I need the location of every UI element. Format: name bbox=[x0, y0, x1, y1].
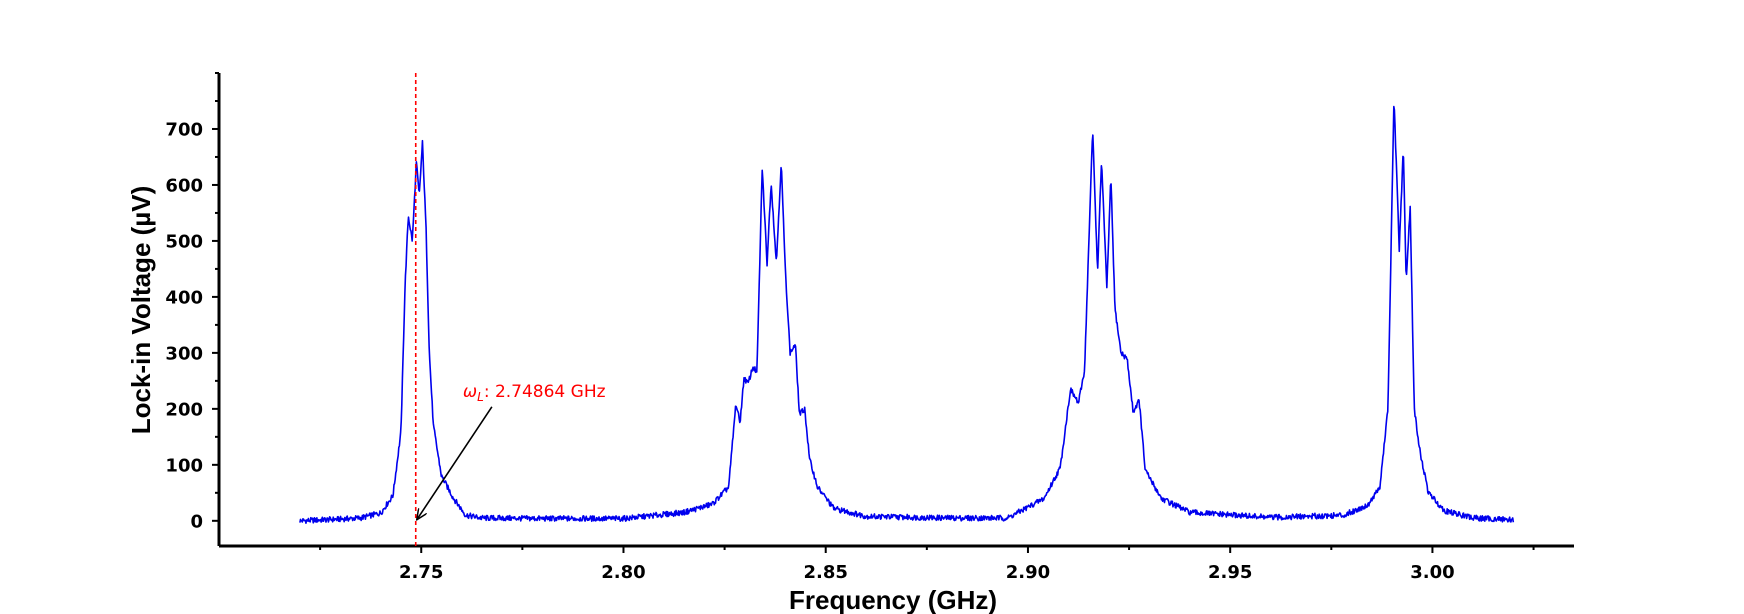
annotation-label: ωL: 2.74864 GHz bbox=[463, 382, 606, 404]
y-tick-label-7: 700 bbox=[165, 119, 203, 140]
x-tick-label-0: 2.75 bbox=[399, 562, 443, 583]
y-tick-label-6: 600 bbox=[165, 175, 203, 196]
y-tick-label-0: 0 bbox=[190, 511, 203, 532]
x-tick-label-3: 2.90 bbox=[1006, 562, 1050, 583]
series-line-0 bbox=[299, 105, 1515, 525]
x-tick-label-4: 2.95 bbox=[1208, 562, 1252, 583]
x-tick-label-5: 3.00 bbox=[1410, 562, 1454, 583]
annotation-symbol: ω bbox=[463, 382, 477, 402]
axes: 2.75 2.80 2.85 2.90 2.95 3.00 0 100 200 300 400 500… bbox=[165, 72, 1574, 583]
y-tick-label-2: 200 bbox=[165, 399, 203, 420]
plot-area bbox=[299, 105, 1515, 525]
annotation-subscript: L bbox=[477, 390, 484, 404]
y-axis-label: Lock-in Voltage (µV) bbox=[126, 186, 156, 435]
annotation-arrow bbox=[417, 406, 493, 520]
annotations: ωL: 2.74864 GHz bbox=[414, 73, 606, 546]
annotation-value: : 2.74864 GHz bbox=[484, 382, 606, 402]
y-tick-label-4: 400 bbox=[165, 287, 203, 308]
y-tick-label-5: 500 bbox=[165, 231, 203, 252]
x-tick-label-2: 2.85 bbox=[804, 562, 848, 583]
y-tick-label-3: 300 bbox=[165, 343, 203, 364]
x-tick-label-1: 2.80 bbox=[601, 562, 645, 583]
y-tick-label-1: 100 bbox=[165, 455, 203, 476]
x-axis-label: Frequency (GHz) bbox=[789, 585, 997, 614]
